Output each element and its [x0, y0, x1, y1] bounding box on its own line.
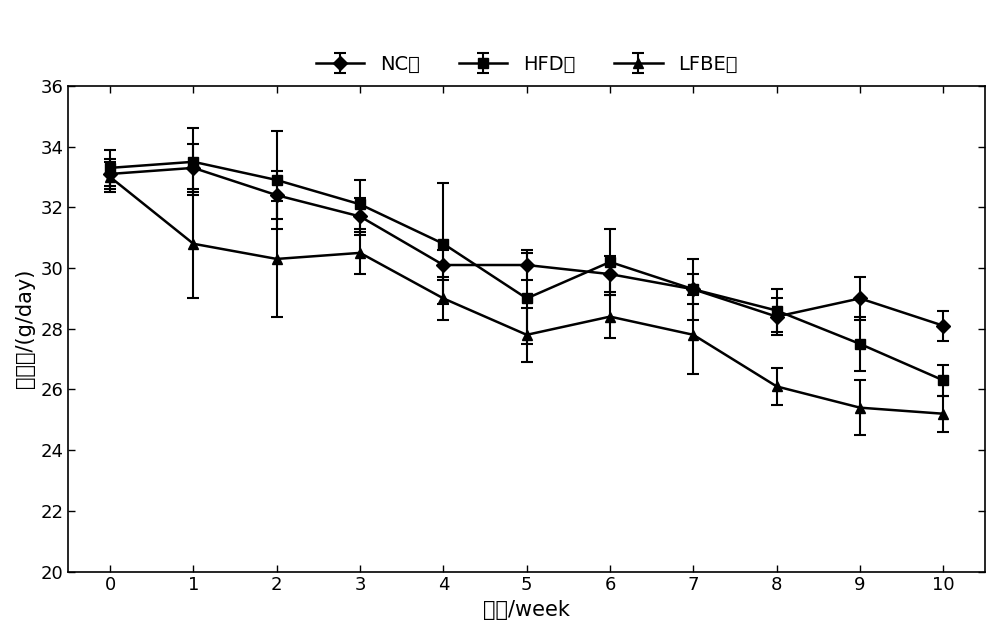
- X-axis label: 时间/week: 时间/week: [483, 600, 570, 620]
- Y-axis label: 摄食量/(g/day): 摄食量/(g/day): [15, 269, 35, 389]
- Legend: NC组, HFD组, LFBE组: NC组, HFD组, LFBE组: [308, 47, 746, 82]
